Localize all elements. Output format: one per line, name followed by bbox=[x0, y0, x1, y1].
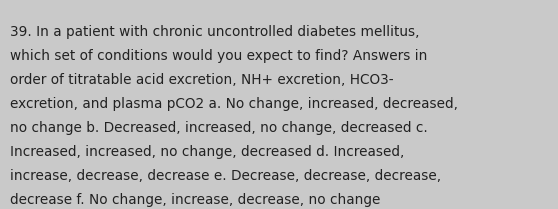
Text: decrease f. No change, increase, decrease, no change: decrease f. No change, increase, decreas… bbox=[10, 193, 381, 207]
Text: no change b. Decreased, increased, no change, decreased c.: no change b. Decreased, increased, no ch… bbox=[10, 121, 428, 135]
Text: which set of conditions would you expect to find? Answers in: which set of conditions would you expect… bbox=[10, 49, 427, 63]
Text: order of titratable acid excretion, NH+ excretion, HCO3-: order of titratable acid excretion, NH+ … bbox=[10, 73, 394, 87]
Text: increase, decrease, decrease e. Decrease, decrease, decrease,: increase, decrease, decrease e. Decrease… bbox=[10, 169, 441, 183]
Text: Increased, increased, no change, decreased d. Increased,: Increased, increased, no change, decreas… bbox=[10, 145, 405, 159]
Text: excretion, and plasma pCO2 a. No change, increased, decreased,: excretion, and plasma pCO2 a. No change,… bbox=[10, 97, 458, 111]
Text: 39. In a patient with chronic uncontrolled diabetes mellitus,: 39. In a patient with chronic uncontroll… bbox=[10, 25, 420, 39]
